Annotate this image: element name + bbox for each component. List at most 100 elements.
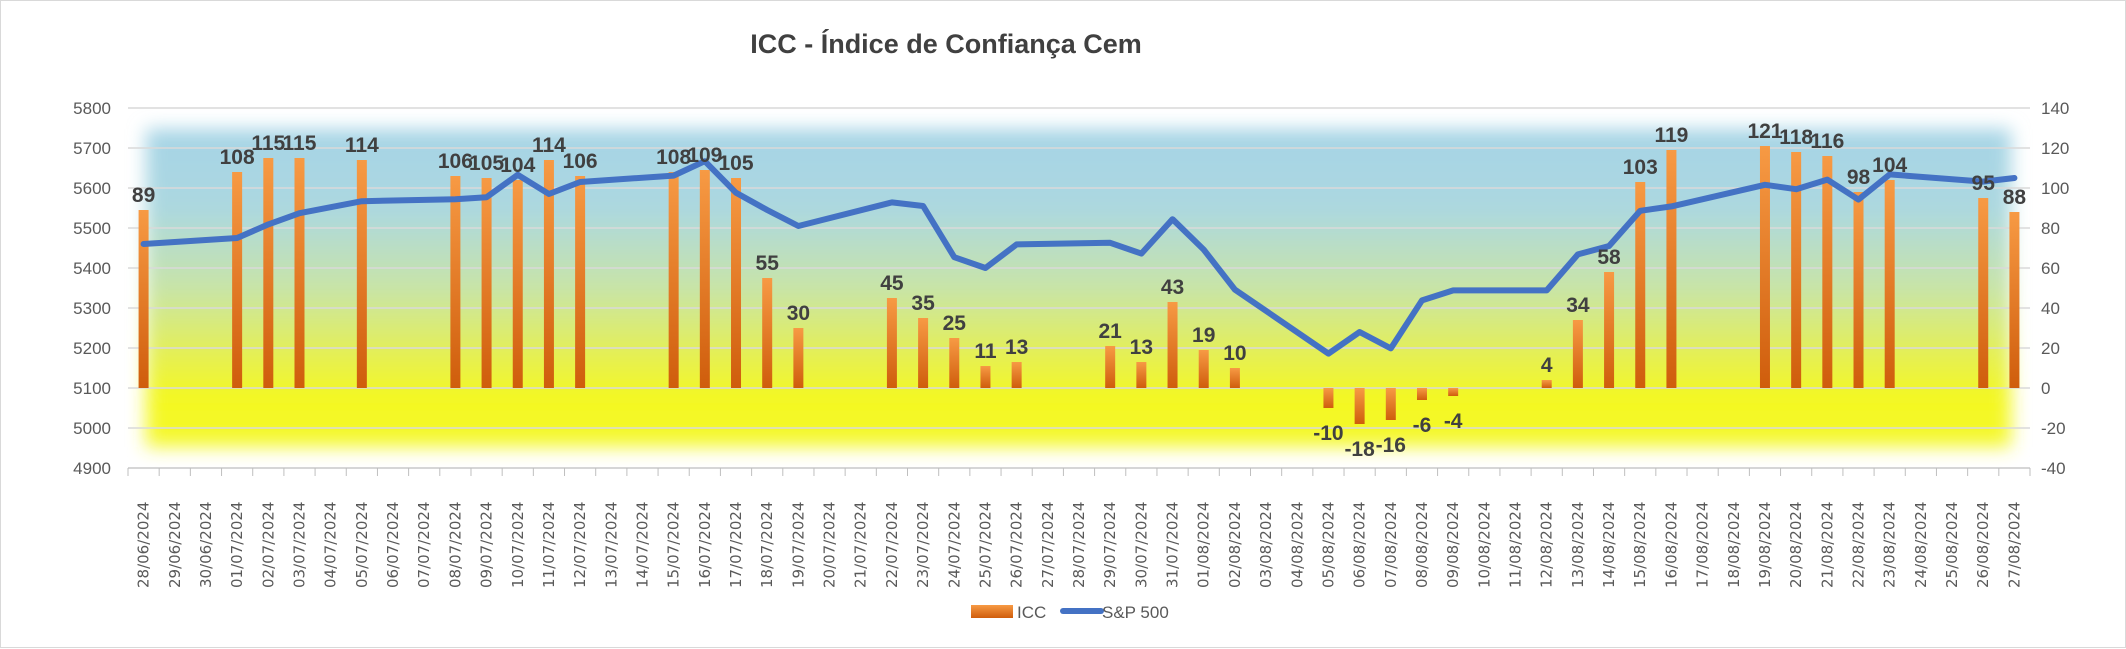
- x-axis-date-label: 30/07/2024: [1132, 502, 1150, 588]
- x-axis-date-label: 23/08/2024: [1881, 502, 1899, 588]
- x-axis-date-label: 04/08/2024: [1288, 502, 1306, 588]
- icc-data-label: 98: [1847, 166, 1871, 189]
- icc-bar: [482, 178, 492, 388]
- left-axis-tick-label: 5000: [73, 419, 111, 438]
- icc-data-label: 108: [220, 146, 255, 169]
- x-axis-date-label: 20/07/2024: [821, 502, 839, 588]
- icc-data-label: 114: [532, 134, 566, 157]
- left-axis-tick-label: 5100: [73, 379, 111, 398]
- icc-bar: [139, 210, 149, 388]
- right-axis-tick-label: 20: [2041, 339, 2060, 358]
- x-axis-date-label: 03/07/2024: [290, 502, 308, 588]
- x-axis-date-label: 09/07/2024: [478, 502, 496, 588]
- x-axis-date-label: 08/08/2024: [1413, 502, 1431, 588]
- x-axis-date-label: 22/07/2024: [883, 502, 901, 588]
- legend-swatch-icc: [971, 605, 1013, 618]
- icc-bar: [1168, 302, 1178, 388]
- x-axis-date-label: 04/07/2024: [322, 502, 340, 588]
- icc-data-label: 43: [1161, 276, 1184, 299]
- x-axis-date-label: 10/07/2024: [509, 502, 527, 588]
- icc-bar: [731, 178, 741, 388]
- icc-bar: [513, 180, 523, 388]
- icc-bar: [1978, 198, 1988, 388]
- x-axis-date-label: 29/07/2024: [1101, 502, 1119, 588]
- icc-data-label: 116: [1810, 130, 1844, 153]
- left-axis-tick-label: 5300: [73, 299, 111, 318]
- x-axis-date-label: 03/08/2024: [1257, 502, 1275, 588]
- icc-data-label: 88: [2003, 186, 2027, 209]
- x-axis-date-label: 18/08/2024: [1725, 502, 1743, 588]
- icc-bar: [762, 278, 772, 388]
- x-axis-date-label: 28/06/2024: [135, 502, 153, 588]
- right-axis-tick-label: 140: [2041, 99, 2069, 118]
- x-axis-date-label: 14/07/2024: [633, 502, 651, 588]
- icc-data-label: 108: [656, 146, 691, 169]
- icc-data-label: 119: [1654, 124, 1688, 147]
- icc-data-label: 105: [469, 152, 504, 175]
- icc-data-label: 13: [1130, 336, 1153, 359]
- icc-data-label: 105: [718, 152, 753, 175]
- left-axis-tick-label: 5800: [73, 99, 111, 118]
- icc-bar: [1604, 272, 1614, 388]
- right-axis-tick-label: 0: [2041, 379, 2050, 398]
- icc-data-label: 106: [438, 150, 473, 173]
- icc-data-label: 104: [500, 154, 535, 177]
- icc-bar: [1230, 368, 1240, 388]
- left-axis-tick-label: 5600: [73, 179, 111, 198]
- x-axis-date-label: 25/07/2024: [976, 502, 994, 588]
- icc-bar: [1854, 192, 1864, 388]
- plot-background-gradient: [146, 129, 2011, 447]
- right-axis-tick-label: -20: [2041, 419, 2066, 438]
- x-axis-date-label: 27/08/2024: [2005, 502, 2023, 588]
- icc-data-label: 45: [880, 272, 904, 295]
- icc-data-label: 109: [687, 144, 722, 167]
- icc-bar: [1199, 350, 1209, 388]
- x-axis-date-label: 10/08/2024: [1475, 502, 1493, 588]
- icc-data-label: 95: [1972, 172, 1996, 195]
- icc-bar: [1885, 180, 1895, 388]
- x-axis-date-label: 22/08/2024: [1850, 502, 1868, 588]
- icc-bar: [918, 318, 928, 388]
- x-axis-date-label: 15/08/2024: [1631, 502, 1649, 588]
- icc-data-label: 11: [974, 340, 997, 363]
- left-axis-tick-label: 4900: [73, 459, 111, 478]
- x-axis-date-label: 19/07/2024: [789, 502, 807, 588]
- icc-data-label: 21: [1099, 320, 1123, 343]
- icc-data-label: -16: [1376, 434, 1406, 457]
- icc-data-label: 10: [1223, 342, 1246, 365]
- icc-bar: [1542, 380, 1552, 388]
- left-axis-tick-label: 5400: [73, 259, 111, 278]
- x-axis-date-label: 26/08/2024: [1974, 502, 1992, 588]
- x-axis-date-label: 01/07/2024: [228, 502, 246, 588]
- x-axis-date-label: 11/08/2024: [1507, 502, 1525, 588]
- x-axis-date-label: 06/08/2024: [1351, 502, 1369, 588]
- icc-data-label: 114: [345, 134, 379, 157]
- icc-bar: [887, 298, 897, 388]
- icc-data-label: 13: [1005, 336, 1028, 359]
- icc-bar: [1573, 320, 1583, 388]
- icc-bar: [294, 158, 304, 388]
- x-axis-date-label: 02/07/2024: [259, 502, 277, 588]
- icc-bar: [263, 158, 273, 388]
- x-axis-date-label: 21/08/2024: [1818, 502, 1836, 588]
- icc-bar: [793, 328, 803, 388]
- icc-bar: [1417, 388, 1427, 400]
- x-axis-date-label: 30/06/2024: [197, 502, 215, 588]
- icc-bar: [1822, 156, 1832, 388]
- x-axis-date-label: 01/08/2024: [1195, 502, 1213, 588]
- x-axis-date-label: 23/07/2024: [914, 502, 932, 588]
- icc-bar: [357, 160, 367, 388]
- x-axis-date-label: 09/08/2024: [1444, 502, 1462, 588]
- icc-data-label: -4: [1444, 410, 1463, 433]
- icc-bar: [232, 172, 242, 388]
- icc-data-label: 103: [1623, 156, 1658, 179]
- chart-title: ICC - Índice de Confiança Cem: [750, 28, 1142, 59]
- x-axis-date-label: 11/07/2024: [540, 502, 558, 588]
- right-axis-tick-label: -40: [2041, 459, 2066, 478]
- icc-data-label: 115: [283, 132, 317, 155]
- left-axis-tick-label: 5200: [73, 339, 111, 358]
- icc-data-label: 58: [1597, 246, 1621, 269]
- icc-data-label: 19: [1192, 324, 1215, 347]
- x-axis-date-label: 18/07/2024: [758, 502, 776, 588]
